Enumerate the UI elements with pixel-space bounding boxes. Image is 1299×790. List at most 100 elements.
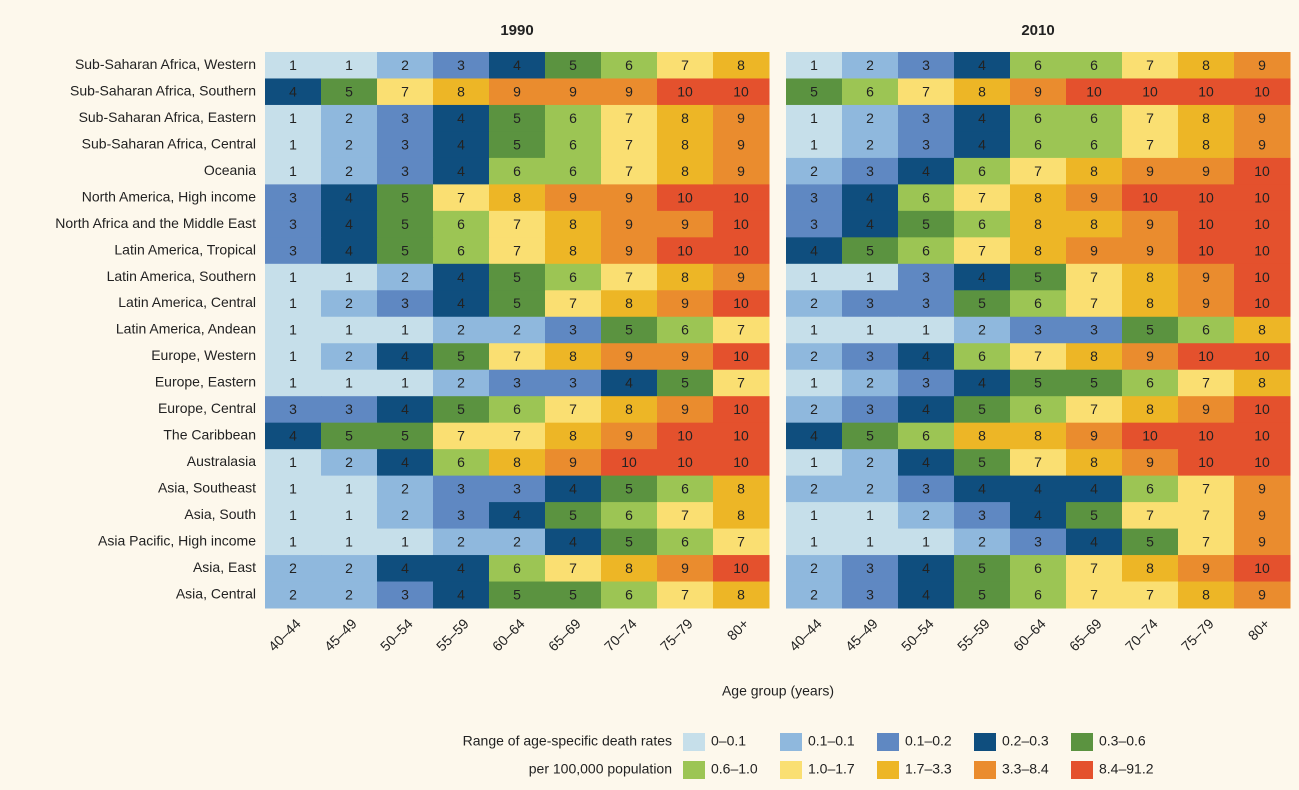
cell-label: 3 [513, 481, 521, 497]
row-label: Europe, Central [158, 400, 256, 416]
cell [545, 131, 602, 159]
cell-label: 8 [457, 83, 465, 99]
cell [898, 449, 955, 477]
cell-label: 6 [978, 348, 986, 364]
cell-label: 9 [737, 136, 745, 152]
cell [1178, 316, 1235, 344]
cell [377, 210, 434, 238]
cell-label: 6 [1034, 401, 1042, 417]
cell-label: 9 [1258, 57, 1266, 73]
cell-label: 1 [810, 507, 818, 523]
cell [713, 237, 770, 265]
cell [1066, 528, 1123, 556]
cell [842, 555, 899, 583]
cell [1066, 343, 1123, 371]
cell [545, 210, 602, 238]
cell [842, 581, 899, 609]
cell-label: 2 [866, 110, 874, 126]
cell [954, 104, 1011, 132]
cell [657, 104, 714, 132]
cell [321, 528, 378, 556]
cell [954, 131, 1011, 159]
cell-label: 9 [625, 83, 633, 99]
cell-label: 2 [513, 322, 521, 338]
cell-label: 10 [677, 428, 693, 444]
cell-label: 4 [457, 295, 465, 311]
cell [1178, 184, 1235, 212]
cell [601, 131, 658, 159]
cell-label: 4 [978, 375, 986, 391]
cell [265, 237, 322, 265]
cell-label: 2 [866, 375, 874, 391]
cell [786, 475, 843, 503]
cell-label: 4 [513, 57, 521, 73]
cell-label: 2 [289, 560, 297, 576]
cell-label: 1 [810, 322, 818, 338]
cell [433, 555, 490, 583]
cell [657, 290, 714, 318]
cell [321, 449, 378, 477]
cell [1066, 475, 1123, 503]
cell [842, 157, 899, 185]
cell [321, 290, 378, 318]
cell-label: 7 [569, 560, 577, 576]
cell [713, 316, 770, 344]
cell-label: 2 [401, 481, 409, 497]
cell [489, 316, 546, 344]
cell [1010, 184, 1067, 212]
cell-label: 5 [401, 216, 409, 232]
cell-label: 5 [345, 428, 353, 444]
cell [545, 184, 602, 212]
cell [842, 184, 899, 212]
cell-label: 7 [513, 242, 521, 258]
cell-label: 9 [569, 189, 577, 205]
cell [786, 78, 843, 106]
legend-swatch [1071, 733, 1093, 751]
row-label: Europe, Eastern [155, 374, 256, 390]
cell [657, 396, 714, 424]
cell [954, 422, 1011, 450]
cell [433, 237, 490, 265]
cell-label: 10 [733, 560, 749, 576]
cell-label: 7 [1202, 534, 1210, 550]
cell [1066, 104, 1123, 132]
cell-label: 2 [810, 163, 818, 179]
cell [545, 78, 602, 106]
cell-label: 6 [1034, 586, 1042, 602]
cell-label: 4 [457, 110, 465, 126]
cell [433, 157, 490, 185]
cell-label: 7 [978, 189, 986, 205]
cell-label: 5 [922, 216, 930, 232]
cell [842, 104, 899, 132]
row-label: Asia, South [184, 506, 256, 522]
cell [1234, 528, 1291, 556]
cell [601, 184, 658, 212]
cell [1066, 502, 1123, 530]
row-label: Sub-Saharan Africa, Eastern [79, 109, 256, 125]
cell [842, 263, 899, 291]
cell-label: 8 [569, 216, 577, 232]
cell-label: 2 [457, 375, 465, 391]
cell [1178, 131, 1235, 159]
cell [1010, 237, 1067, 265]
cell [265, 157, 322, 185]
row-label: North America, High income [82, 188, 257, 204]
cell [657, 184, 714, 212]
cell-label: 3 [922, 295, 930, 311]
cell-label: 4 [810, 428, 818, 444]
cell [377, 422, 434, 450]
cell-label: 6 [569, 163, 577, 179]
cell-label: 9 [1146, 163, 1154, 179]
cell [377, 131, 434, 159]
cell [657, 369, 714, 397]
cell [954, 581, 1011, 609]
cell-label: 8 [1202, 586, 1210, 602]
cell [657, 581, 714, 609]
cell-label: 2 [866, 136, 874, 152]
cell [842, 502, 899, 530]
cell [489, 210, 546, 238]
cell [489, 290, 546, 318]
cell-label: 6 [1034, 57, 1042, 73]
cell-label: 9 [737, 110, 745, 126]
cell-label: 1 [810, 269, 818, 285]
